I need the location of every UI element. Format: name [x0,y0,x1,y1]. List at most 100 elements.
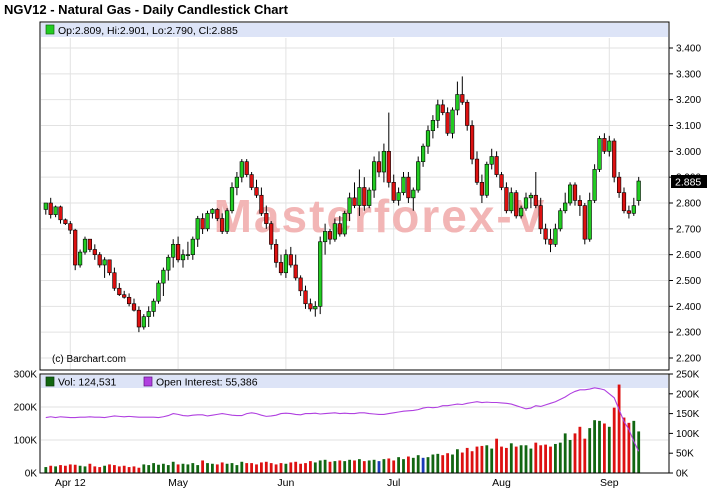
volume-bar [274,464,278,473]
candle-body [244,161,249,175]
candle-body [474,158,480,183]
candle-down [474,151,480,185]
candle-down [215,208,220,222]
candle-down [298,275,303,296]
volume-bar [568,440,572,473]
candle-body [229,187,235,212]
volume-bar [68,464,72,473]
candle-up [435,99,440,129]
candle-body [259,194,264,214]
candle-body [58,206,63,221]
price-tick-label: 3.200 [676,95,701,106]
candle-down [327,228,333,245]
oi-tick-label: 0K [676,469,689,480]
candle-body [538,205,543,230]
candle-body [607,140,612,152]
candle-body [141,316,146,328]
volume-bar [480,445,484,473]
candle-body [269,223,274,245]
volume-bar [627,422,631,473]
volume-bar [358,459,361,473]
volume-bar [235,465,239,473]
candle-up [195,215,200,247]
time-tick-label: Apr 12 [55,477,86,489]
candle-up [151,298,156,317]
candle-body [533,194,538,206]
volume-bar [578,426,582,473]
candle-up [455,81,460,116]
candle-down [616,172,622,198]
candle-up [82,236,88,255]
candle-up [416,156,421,193]
volume-bar [392,460,396,473]
candle-down [200,213,205,234]
volume-bar [573,433,577,473]
candle-body [396,192,401,201]
candle-body [352,197,357,206]
open-interest-line [45,387,640,452]
volume-bar [549,446,552,473]
volume-bar [558,442,562,473]
volume-bar [372,459,376,473]
candle-down [514,190,519,219]
candle-body [161,269,166,284]
volume-bar [598,420,601,473]
candle-body [558,210,563,230]
candle-body [381,151,387,173]
candle-body [112,272,117,289]
candle-up [411,187,416,211]
candle-up [489,148,494,170]
volume-bar [475,446,479,473]
volume-bar [338,460,342,473]
candle-body [460,94,465,103]
candle-up [607,135,612,157]
candle-up [210,208,215,219]
candle-body [499,174,504,188]
volume-bar [240,461,244,473]
candle-body [420,145,426,162]
volume-bar [505,447,508,473]
price-tick-label: 2.800 [676,199,701,210]
volume-bar [59,465,62,473]
candle-body [249,174,254,188]
candle-body [303,290,308,305]
volume-bar [554,443,557,473]
candle-body [577,200,582,206]
candle-down [386,112,391,188]
chart-title: NGV12 - Natural Gas - Daily Candlestick … [4,2,288,17]
candle-up [484,161,489,198]
candle-up [563,192,568,214]
candle-down [176,236,181,263]
volume-bar [162,463,165,473]
candle-up [381,143,387,183]
volume-bar [191,463,195,473]
volume-bar [588,428,592,473]
candle-body [87,238,92,250]
volume-bar [284,463,288,473]
volume-bar [563,433,567,473]
volume-bar [411,457,415,473]
volume-bar [113,465,116,473]
candle-down [494,151,499,178]
candle-body [587,200,592,240]
volume-bar [622,417,626,473]
candle-up [283,249,289,278]
candle-body [425,130,431,147]
price-tick-label: 3.000 [676,147,701,158]
candle-body [523,197,529,209]
candle-body [469,125,475,160]
oi-square-icon [143,376,153,387]
candle-up [553,223,558,247]
volume-bar [348,459,351,473]
price-gridlines [41,47,668,359]
volume-bar [88,463,92,473]
candle-up [156,280,161,304]
candle-down [107,259,112,276]
candle-up [166,254,171,281]
candle-body [107,259,112,274]
volume-bar [456,449,459,473]
candle-down [97,252,102,268]
price-tick-label: 2.300 [676,328,701,339]
volume-bar [534,442,538,473]
